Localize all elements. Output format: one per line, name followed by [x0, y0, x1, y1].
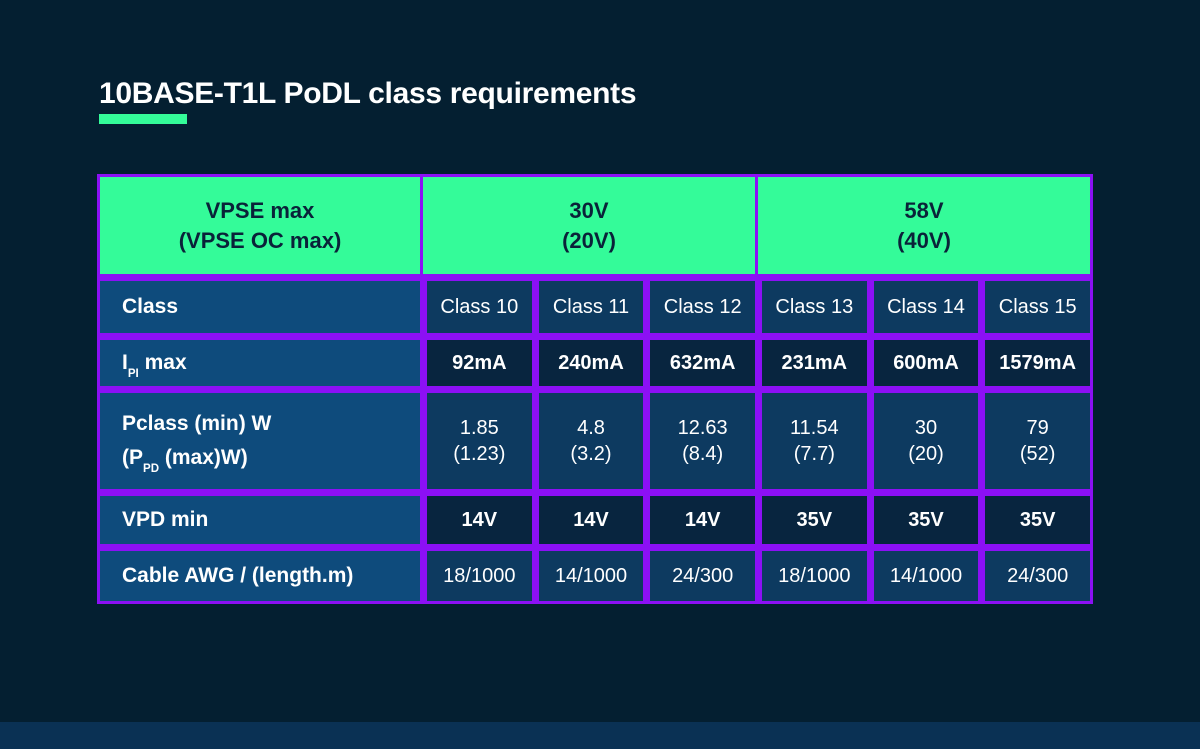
row-label-class: Class	[100, 281, 420, 333]
table-cell: 1579mA	[985, 340, 1090, 386]
title-accent-bar	[99, 114, 187, 124]
table-cell: 632mA	[650, 340, 755, 386]
table-cell: 14V	[538, 496, 644, 544]
row-label-text: Class	[122, 294, 179, 318]
header-cell-vpse-max: VPSE max (VPSE OC max)	[100, 177, 420, 274]
table-cell: 4.8 (3.2)	[538, 393, 644, 489]
row-label-cable-awg: Cable AWG / (length.m)	[100, 551, 420, 601]
table-header-row: VPSE max (VPSE OC max) 30V (20V) 58V (40…	[100, 177, 1090, 274]
table-cell: Class 10	[427, 281, 532, 333]
podl-class-table: VPSE max (VPSE OC max) 30V (20V) 58V (40…	[97, 174, 1093, 604]
table-cell: 24/300	[985, 551, 1090, 601]
row-label-ipi-max: IPI max	[100, 340, 420, 386]
subscript: PI	[127, 367, 139, 380]
table-cell: 14/1000	[873, 551, 979, 601]
table-cell: 24/300	[650, 551, 755, 601]
table-cell: 231mA	[761, 340, 867, 386]
table-cell: 92mA	[427, 340, 532, 386]
table-cell: Class 14	[873, 281, 979, 333]
header-cell-30v: 30V (20V)	[423, 177, 755, 274]
page-title: 10BASE-T1L PoDL class requirements	[99, 77, 637, 111]
row-label-line1: Pclass (min) W	[122, 411, 272, 435]
table-cell: 14V	[427, 496, 532, 544]
table-cell: 11.54 (7.7)	[761, 393, 867, 489]
table-cell: 35V	[985, 496, 1090, 544]
table-cell: 1.85 (1.23)	[427, 393, 532, 489]
table-cell: 18/1000	[761, 551, 867, 601]
table-cell: Class 15	[985, 281, 1090, 333]
table-cell: 600mA	[873, 340, 979, 386]
row-label-line2: (PPD (max)W)	[122, 446, 248, 476]
table-cell: Class 13	[761, 281, 867, 333]
table-cell: 30 (20)	[873, 393, 979, 489]
table-cell: 79 (52)	[985, 393, 1090, 489]
table-cell: Class 12	[650, 281, 755, 333]
table-body: Class Class 10 Class 11 Class 12 Class 1…	[100, 281, 1090, 601]
table-cell: 35V	[873, 496, 979, 544]
row-label-vpd-min: VPD min	[100, 496, 420, 544]
table-cell: 12.63 (8.4)	[650, 393, 755, 489]
table-cell: 240mA	[538, 340, 644, 386]
table-cell: 18/1000	[427, 551, 532, 601]
row-label-pclass: Pclass (min) W (PPD (max)W)	[100, 393, 420, 489]
row-label-text: Cable AWG / (length.m)	[122, 563, 354, 587]
table-cell: 35V	[761, 496, 867, 544]
row-label-text: IPI max	[122, 350, 187, 380]
table-cell: Class 11	[538, 281, 644, 333]
table-cell: 14V	[650, 496, 755, 544]
header-cell-58v: 58V (40V)	[758, 177, 1090, 274]
table-cell: 14/1000	[538, 551, 644, 601]
row-label-text: VPD min	[122, 507, 209, 531]
subscript: PD	[143, 463, 160, 476]
footer-strip	[0, 722, 1200, 749]
